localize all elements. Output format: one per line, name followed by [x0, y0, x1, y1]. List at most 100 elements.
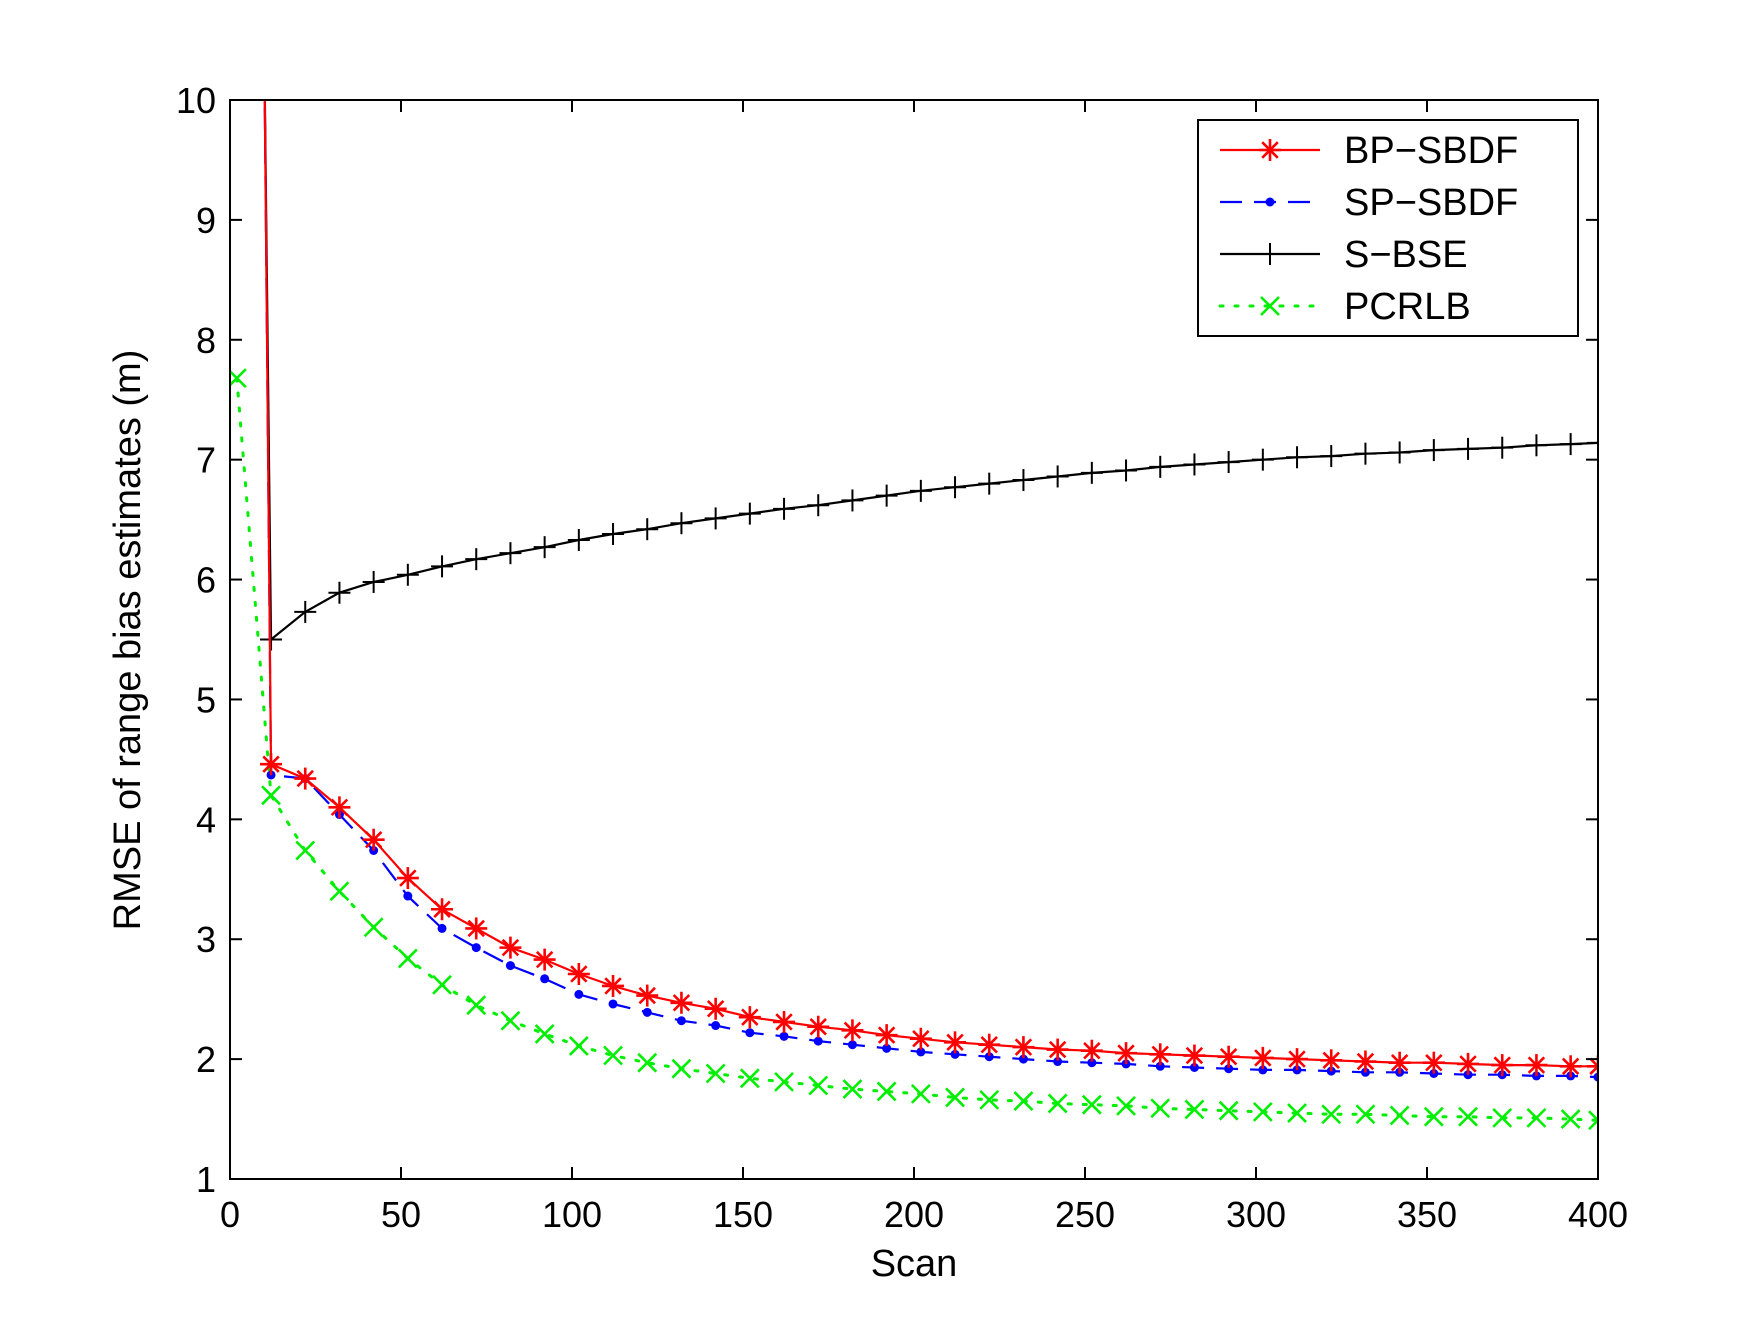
data-point [978, 1033, 1001, 1056]
data-point [950, 1049, 960, 1059]
data-point [882, 1043, 892, 1053]
data-point [1259, 139, 1281, 161]
data-point [1018, 1054, 1028, 1064]
y-tick-label: 8 [196, 320, 216, 361]
data-point [642, 1007, 652, 1017]
y-axis-label: RMSE of range bias estimates (m) [107, 350, 149, 931]
y-tick-label: 4 [196, 799, 216, 840]
x-tick-label: 0 [220, 1194, 240, 1235]
data-point [1320, 1049, 1343, 1072]
data-point [984, 1052, 994, 1062]
data-point [944, 1031, 967, 1054]
data-point [1559, 1055, 1582, 1078]
data-point [1388, 1051, 1411, 1074]
x-tick-label: 400 [1568, 1194, 1628, 1235]
data-point [1184, 1099, 1205, 1120]
data-point [1252, 1101, 1273, 1122]
data-point [568, 1036, 589, 1056]
data-point [363, 917, 384, 938]
data-point [1321, 1104, 1342, 1125]
y-tick: 4 [196, 799, 1598, 840]
legend-entry: SP−SBDF [1220, 182, 1518, 224]
data-point [294, 600, 317, 623]
data-point [705, 1063, 726, 1084]
data-point [1492, 1107, 1513, 1128]
data-point [431, 898, 454, 921]
data-point [260, 753, 283, 776]
data-point [807, 1015, 830, 1038]
legend-box [1197, 119, 1579, 337]
data-point [1189, 1063, 1199, 1073]
legend-entry: PCRLB [1218, 286, 1471, 328]
data-point [916, 1047, 926, 1057]
data-point [608, 999, 618, 1009]
data-point [1087, 1058, 1097, 1068]
legend-label: BP−SBDF [1344, 130, 1518, 172]
data-point [1388, 441, 1411, 464]
legend-label: SP−SBDF [1344, 182, 1518, 224]
data-point [1457, 437, 1480, 460]
data-point [1354, 1050, 1377, 1073]
data-point [1587, 1055, 1598, 1078]
data-point [1149, 1043, 1172, 1066]
x-tick: 150 [713, 100, 773, 1235]
y-tick: 6 [196, 560, 1598, 601]
data-point [533, 948, 556, 971]
series-s-bse [260, 100, 1598, 651]
legend-entry: BP−SBDF [1220, 130, 1518, 172]
data-point [1491, 436, 1514, 459]
data-point [704, 507, 727, 530]
legend-label: S−BSE [1344, 234, 1468, 276]
data-point [745, 1028, 755, 1038]
data-point [362, 828, 385, 851]
data-point [1491, 1054, 1514, 1077]
ticks-layer: 0 50 100 150 200 250 300 350 400 1 2 3 4 5 6 7 8 9 10 [176, 80, 1628, 1235]
x-tick: 200 [884, 100, 944, 1235]
data-point [978, 472, 1001, 495]
data-point [773, 497, 796, 520]
data-point [362, 570, 385, 593]
data-point [1218, 1100, 1239, 1121]
data-point [1458, 1106, 1478, 1127]
data-point [779, 1031, 789, 1041]
data-point [1423, 1106, 1444, 1127]
data-point [1149, 455, 1172, 478]
data-point [1588, 1110, 1598, 1131]
data-point [773, 1010, 796, 1033]
data-point [1115, 1042, 1138, 1065]
data-point [1053, 1057, 1063, 1067]
data-point [1526, 1107, 1547, 1128]
data-point [875, 484, 898, 507]
data-point [431, 555, 454, 578]
data-point [1422, 1051, 1445, 1074]
data-point [1183, 1044, 1206, 1067]
data-point [1080, 1039, 1103, 1062]
y-tick: 7 [196, 440, 1598, 481]
data-point [1183, 453, 1206, 476]
x-tick: 300 [1226, 100, 1286, 1235]
data-point [738, 502, 761, 525]
x-tick-label: 350 [1397, 1194, 1457, 1235]
data-point [567, 528, 590, 551]
data-point [1047, 1093, 1068, 1114]
data-point [808, 1075, 829, 1096]
data-point [1251, 1046, 1274, 1069]
data-point [813, 1036, 823, 1046]
data-point [738, 1006, 761, 1029]
data-point [1150, 1098, 1171, 1119]
y-tick-label: 10 [176, 80, 216, 121]
data-point [329, 881, 350, 902]
data-point [979, 1089, 1000, 1110]
data-point [1525, 434, 1548, 457]
data-point [396, 563, 419, 586]
data-point [260, 628, 283, 651]
x-tick: 250 [1055, 100, 1115, 1235]
data-point [1389, 1105, 1410, 1126]
data-point [1251, 448, 1274, 471]
plot-frame [229, 99, 1599, 1180]
data-point [534, 1024, 555, 1044]
data-point [1422, 439, 1445, 462]
data-point [704, 997, 727, 1020]
x-axis-label: Scan [871, 1243, 958, 1285]
